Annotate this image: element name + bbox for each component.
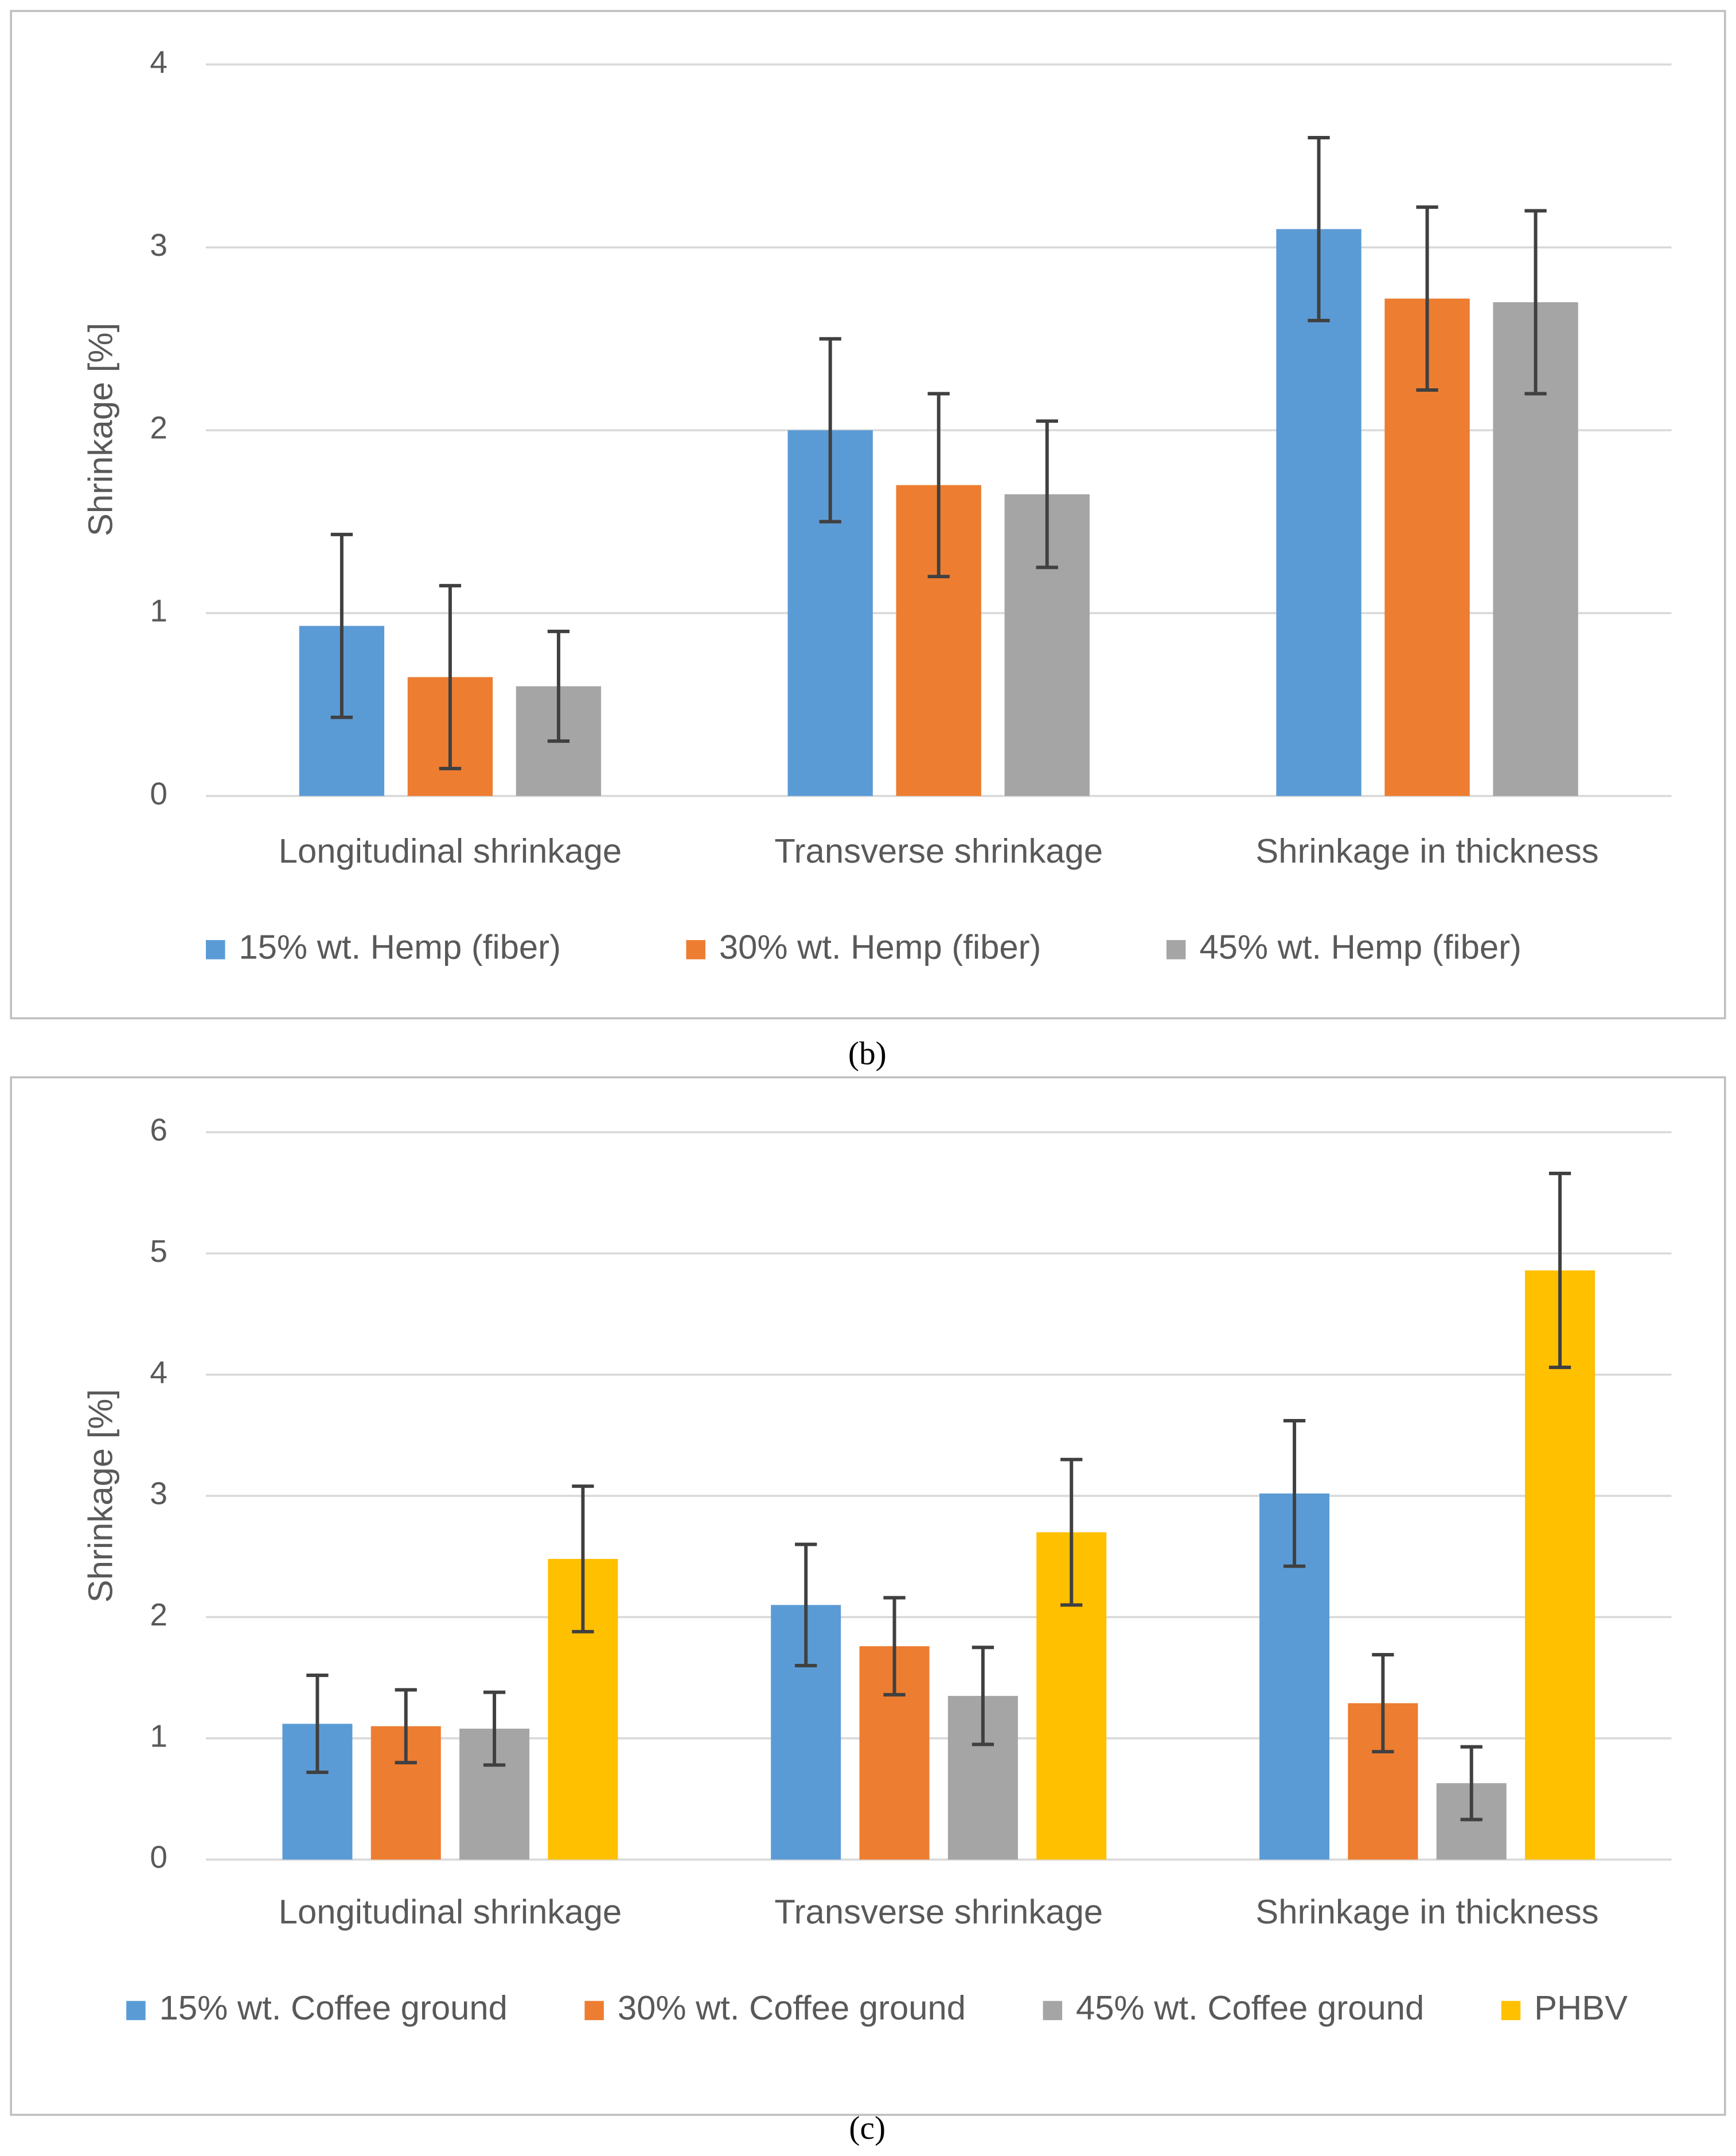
x-tick-label: Shrinkage in thickness bbox=[1255, 1893, 1598, 1931]
error-bar bbox=[572, 1484, 594, 1633]
y-tick-label: 0 bbox=[150, 1839, 167, 1875]
chart-frame bbox=[10, 10, 1726, 1020]
x-tick-label: Transverse shrinkage bbox=[774, 832, 1103, 870]
legend-label: 15% wt. Coffee ground bbox=[159, 1989, 508, 2027]
y-tick-label: 5 bbox=[150, 1233, 167, 1269]
legend-label: 45% wt. Hemp (fiber) bbox=[1199, 928, 1522, 966]
error-bar bbox=[547, 629, 570, 743]
error-bar bbox=[1372, 1652, 1394, 1754]
legend-swatch bbox=[584, 2001, 604, 2021]
caption: (b) bbox=[848, 1036, 887, 1072]
error-bar bbox=[1460, 1745, 1483, 1822]
legend-label: PHBV bbox=[1534, 1989, 1628, 2027]
error-bar bbox=[883, 1596, 906, 1697]
y-tick-label: 2 bbox=[150, 410, 167, 446]
legend-swatch bbox=[1043, 2001, 1063, 2021]
y-tick-label: 3 bbox=[150, 1476, 167, 1511]
error-bar bbox=[927, 392, 950, 579]
y-tick-label: 6 bbox=[150, 1112, 167, 1148]
error-bar bbox=[1283, 1419, 1306, 1568]
error-bar bbox=[395, 1688, 417, 1765]
x-tick-label: Longitudinal shrinkage bbox=[279, 832, 622, 870]
y-tick-label: 4 bbox=[150, 1354, 167, 1390]
x-tick-label: Longitudinal shrinkage bbox=[279, 1893, 622, 1931]
error-bar bbox=[306, 1673, 329, 1774]
legend-swatch bbox=[126, 2001, 146, 2021]
legend-label: 45% wt. Coffee ground bbox=[1076, 1989, 1424, 2027]
legend-swatch bbox=[1501, 2001, 1521, 2021]
legend-label: 30% wt. Hemp (fiber) bbox=[719, 928, 1041, 966]
error-bar bbox=[1308, 136, 1330, 322]
error-bar bbox=[795, 1542, 817, 1667]
y-axis-title: Shrinkage [%] bbox=[81, 1389, 119, 1603]
y-tick-label: 1 bbox=[150, 592, 167, 628]
error-bar bbox=[1416, 205, 1438, 392]
error-bar bbox=[819, 337, 841, 524]
y-tick-label: 0 bbox=[150, 775, 167, 811]
y-tick-label: 3 bbox=[150, 227, 167, 263]
error-bar bbox=[439, 584, 462, 770]
caption: (c) bbox=[849, 2110, 885, 2146]
error-bar bbox=[1548, 1171, 1571, 1370]
y-axis-title: Shrinkage [%] bbox=[81, 323, 119, 536]
legend-swatch bbox=[1166, 940, 1186, 960]
x-tick-label: Shrinkage in thickness bbox=[1255, 832, 1598, 870]
legend-label: 30% wt. Coffee ground bbox=[618, 1989, 966, 2027]
error-bar bbox=[483, 1690, 506, 1767]
error-bar bbox=[1060, 1457, 1083, 1607]
legend-swatch bbox=[206, 940, 225, 960]
error-bar bbox=[1036, 419, 1058, 570]
chart-frame bbox=[10, 1076, 1726, 2116]
y-tick-label: 2 bbox=[150, 1597, 167, 1632]
legend-label: 15% wt. Hemp (fiber) bbox=[239, 928, 561, 966]
error-bar bbox=[1524, 209, 1547, 396]
x-tick-label: Transverse shrinkage bbox=[774, 1893, 1103, 1931]
y-tick-label: 4 bbox=[150, 44, 167, 80]
error-bar bbox=[330, 532, 353, 719]
legend-swatch bbox=[686, 940, 705, 960]
bar bbox=[1276, 229, 1362, 796]
y-tick-label: 1 bbox=[150, 1718, 167, 1753]
error-bar bbox=[972, 1646, 994, 1746]
